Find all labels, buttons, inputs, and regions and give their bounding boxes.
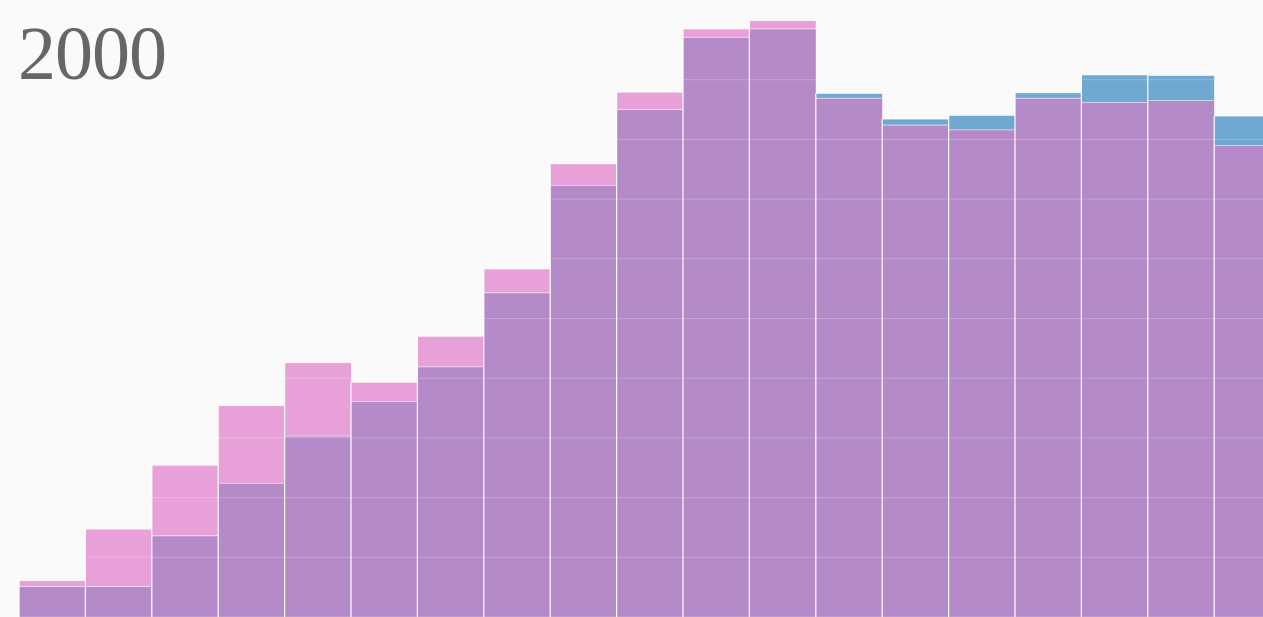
bar-series-a <box>749 20 816 29</box>
bar-overlap <box>284 436 351 617</box>
bar-overlap <box>351 401 418 617</box>
bar-series-b <box>815 93 883 99</box>
bar-series-a <box>284 362 351 437</box>
bar-overlap <box>218 483 285 617</box>
bar-overlap <box>815 98 883 617</box>
bar-series-b <box>882 119 949 126</box>
bar-overlap <box>882 125 949 617</box>
bar-series-a <box>417 336 484 367</box>
bar-overlap <box>1015 98 1082 617</box>
series-b-bars <box>815 74 1263 146</box>
bar-overlap <box>1214 145 1263 617</box>
bar-overlap <box>683 37 750 617</box>
bar-overlap <box>19 586 86 617</box>
bar-series-b <box>1214 116 1263 146</box>
bar-series-a <box>351 382 418 402</box>
bar-overlap <box>85 586 152 617</box>
year-label: 2000 <box>18 12 167 96</box>
bar-series-a <box>218 405 285 484</box>
bar-overlap <box>151 535 219 617</box>
bar-series-b <box>948 115 1015 130</box>
series-a-bars <box>19 20 816 587</box>
bar-series-a <box>483 268 551 293</box>
bar-overlap <box>1081 102 1148 617</box>
bar-series-a <box>85 529 152 587</box>
bar-series-a <box>616 92 683 110</box>
bar-series-a <box>151 465 219 536</box>
bar-overlap <box>417 366 484 617</box>
bar-series-b <box>1081 74 1148 103</box>
bar-series-b <box>1015 92 1082 99</box>
bar-series-a <box>683 28 750 38</box>
bar-overlap <box>749 28 816 617</box>
bar-overlap <box>1147 100 1215 617</box>
bar-overlap <box>616 109 683 617</box>
overlap-bars <box>19 28 1263 617</box>
bar-series-a <box>19 580 86 587</box>
bar-overlap <box>948 129 1015 617</box>
bar-overlap <box>483 292 551 617</box>
bar-edges <box>0 19 1263 617</box>
bar-series-a <box>550 163 617 186</box>
bar-series-b <box>1147 75 1215 101</box>
bar-overlap <box>550 185 617 617</box>
